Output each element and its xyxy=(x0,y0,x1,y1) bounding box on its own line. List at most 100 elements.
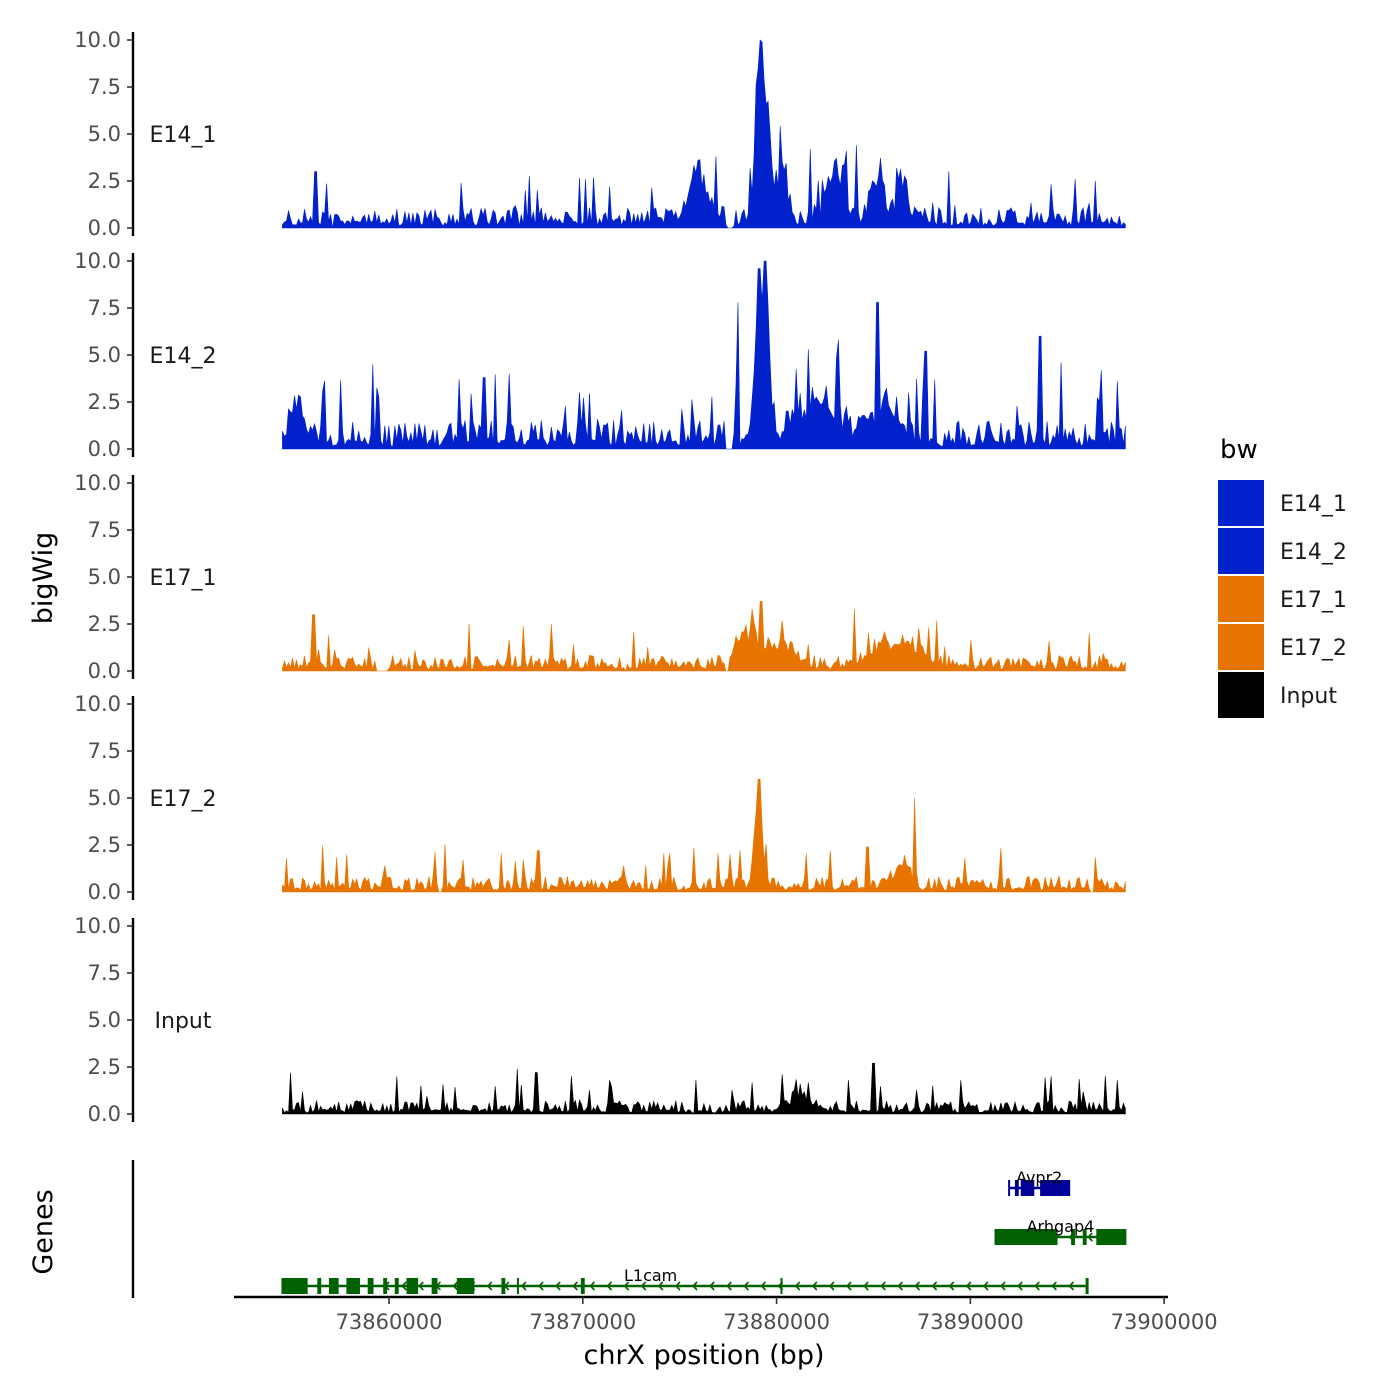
track-E14_1: 0.0 2.5 5.0 7.5 10.0 E14_1 xyxy=(74,28,1126,240)
legend-label-E17_1: E17_1 xyxy=(1280,588,1347,613)
y-axis-title-genes: Genes xyxy=(28,1189,59,1274)
exon-L1cam-11 xyxy=(516,1278,519,1294)
strand-arrow-L1cam xyxy=(640,1281,647,1291)
legend-label-Input: Input xyxy=(1280,684,1337,709)
exon-Arhgap4-0 xyxy=(995,1229,1058,1245)
exon-L1cam-10 xyxy=(501,1278,506,1294)
exon-Avpr2-0 xyxy=(1014,1180,1019,1196)
exon-L1cam-9 xyxy=(456,1278,475,1294)
y-tick-label-E17_2-0.0: 0.0 xyxy=(88,880,121,904)
strand-arrow-L1cam xyxy=(811,1281,818,1291)
gene-Avpr2: Avpr2 xyxy=(1008,1168,1071,1196)
strand-arrow-L1cam xyxy=(589,1281,595,1291)
strand-arrow-L1cam xyxy=(606,1281,613,1291)
exon-Arhgap4-1 xyxy=(1071,1229,1075,1245)
genes-panel: Avpr2 Arhgap4 L1cam xyxy=(131,1160,1127,1298)
bigwig-tracks: 0.0 2.5 5.0 7.5 10.0 E14_1 0.0 2.5 5.0 7.5 10.0 E14… xyxy=(74,28,1126,1126)
y-tick-label-E17_1-2.5: 2.5 xyxy=(88,612,121,636)
x-tick-label-73890000: 73890000 xyxy=(917,1310,1024,1334)
strand-arrow-L1cam xyxy=(845,1281,852,1291)
track-label-E17_2: E17_2 xyxy=(150,787,217,812)
x-axis: 73860000 73870000 73880000 73890000 73900000 xyxy=(234,1295,1218,1334)
strand-arrow-L1cam xyxy=(537,1281,544,1291)
exon-L1cam-6 xyxy=(394,1278,399,1294)
exon-L1cam-0 xyxy=(282,1278,308,1294)
signal-area-E17_2 xyxy=(282,778,1126,893)
y-tick-label-Input-2.5: 2.5 xyxy=(88,1055,121,1079)
signal-area-E17_1 xyxy=(282,601,1126,672)
legend-title: bw xyxy=(1220,435,1258,465)
track-label-Input: Input xyxy=(155,1009,212,1034)
y-tick-label-E14_1-2.5: 2.5 xyxy=(88,169,121,193)
strand-arrow-L1cam xyxy=(743,1281,749,1291)
exon-Arhgap4-3 xyxy=(1096,1229,1126,1245)
x-tick-label-73880000: 73880000 xyxy=(723,1310,830,1334)
strand-arrow-L1cam xyxy=(999,1281,1006,1291)
gene-Arhgap4: Arhgap4 xyxy=(994,1217,1127,1245)
legend-key-Input xyxy=(1218,672,1264,718)
y-tick-label-E14_1-7.5: 7.5 xyxy=(88,75,121,99)
exon-L1cam-4 xyxy=(367,1278,374,1294)
gene-label-Avpr2: Avpr2 xyxy=(1016,1168,1062,1187)
y-tick-label-E17_2-10.0: 10.0 xyxy=(74,692,121,716)
y-tick-label-Input-5.0: 5.0 xyxy=(88,1008,121,1032)
strand-arrow-L1cam xyxy=(401,1281,407,1291)
exon-L1cam-1 xyxy=(317,1278,322,1294)
x-tick-label-73860000: 73860000 xyxy=(336,1310,443,1334)
y-tick-label-E17_1-10.0: 10.0 xyxy=(74,471,121,495)
y-tick-label-E14_2-0.0: 0.0 xyxy=(88,437,121,461)
track-label-E14_2: E14_2 xyxy=(150,344,217,369)
y-tick-label-E17_2-7.5: 7.5 xyxy=(88,739,121,763)
strand-arrow-L1cam xyxy=(709,1281,715,1291)
exon-L1cam-8 xyxy=(431,1278,438,1294)
gene-label-Arhgap4: Arhgap4 xyxy=(1027,1217,1095,1236)
track-Input: 0.0 2.5 5.0 7.5 10.0 Input xyxy=(74,914,1126,1126)
signal-area-E14_1 xyxy=(282,39,1126,229)
strand-arrow-L1cam xyxy=(760,1281,767,1291)
strand-arrow-L1cam xyxy=(931,1281,938,1291)
legend-label-E14_2: E14_2 xyxy=(1280,540,1347,565)
strand-arrow-L1cam xyxy=(486,1281,493,1291)
y-tick-label-E17_1-7.5: 7.5 xyxy=(88,518,121,542)
y-tick-label-E14_2-7.5: 7.5 xyxy=(88,296,121,320)
strand-arrow-L1cam xyxy=(572,1281,578,1291)
y-tick-label-E14_1-10.0: 10.0 xyxy=(74,28,121,52)
exon-L1cam-2 xyxy=(328,1278,339,1294)
strand-arrow-L1cam xyxy=(674,1281,681,1291)
strand-arrow-L1cam xyxy=(863,1281,869,1291)
y-tick-label-E14_2-5.0: 5.0 xyxy=(88,343,121,367)
x-axis-title: chrX position (bp) xyxy=(583,1340,824,1371)
track-E17_1: 0.0 2.5 5.0 7.5 10.0 E17_1 xyxy=(74,471,1126,683)
y-tick-label-E17_2-5.0: 5.0 xyxy=(88,786,121,810)
strand-arrow-L1cam xyxy=(982,1281,989,1291)
strand-arrow-Arhgap4 xyxy=(1087,1232,1093,1242)
track-label-E14_1: E14_1 xyxy=(150,123,217,148)
strand-arrow-L1cam xyxy=(1051,1281,1057,1291)
track-E14_2: 0.0 2.5 5.0 7.5 10.0 E14_2 xyxy=(74,249,1126,461)
strand-arrow-L1cam xyxy=(965,1281,972,1291)
strand-arrow-L1cam xyxy=(794,1281,801,1291)
y-tick-label-Input-10.0: 10.0 xyxy=(74,914,121,938)
strand-arrow-L1cam xyxy=(1017,1281,1023,1291)
exon-L1cam-5 xyxy=(383,1278,388,1294)
strand-arrow-L1cam xyxy=(520,1281,527,1291)
y-tick-label-Input-0.0: 0.0 xyxy=(88,1102,121,1126)
track-E17_2: 0.0 2.5 5.0 7.5 10.0 E17_2 xyxy=(74,692,1126,904)
strand-arrow-L1cam xyxy=(452,1281,459,1291)
strand-arrow-L1cam xyxy=(897,1281,903,1291)
y-tick-label-E14_2-10.0: 10.0 xyxy=(74,249,121,273)
x-tick-label-73900000: 73900000 xyxy=(1111,1310,1218,1334)
legend-key-E17_1 xyxy=(1218,576,1264,622)
strand-arrow-L1cam xyxy=(880,1281,886,1291)
exon-L1cam-13 xyxy=(780,1278,783,1294)
track-label-E17_1: E17_1 xyxy=(150,566,217,591)
exon-Avpr2-1 xyxy=(1020,1180,1035,1196)
x-tick-label-73870000: 73870000 xyxy=(529,1310,636,1334)
y-tick-label-E14_1-0.0: 0.0 xyxy=(88,216,121,240)
strand-arrow-L1cam xyxy=(1034,1281,1040,1291)
legend-key-E14_2 xyxy=(1218,528,1264,574)
y-axis-title-bigwig: bigWig xyxy=(28,532,59,625)
strand-arrow-L1cam xyxy=(948,1281,955,1291)
strand-arrow-L1cam xyxy=(657,1281,664,1291)
